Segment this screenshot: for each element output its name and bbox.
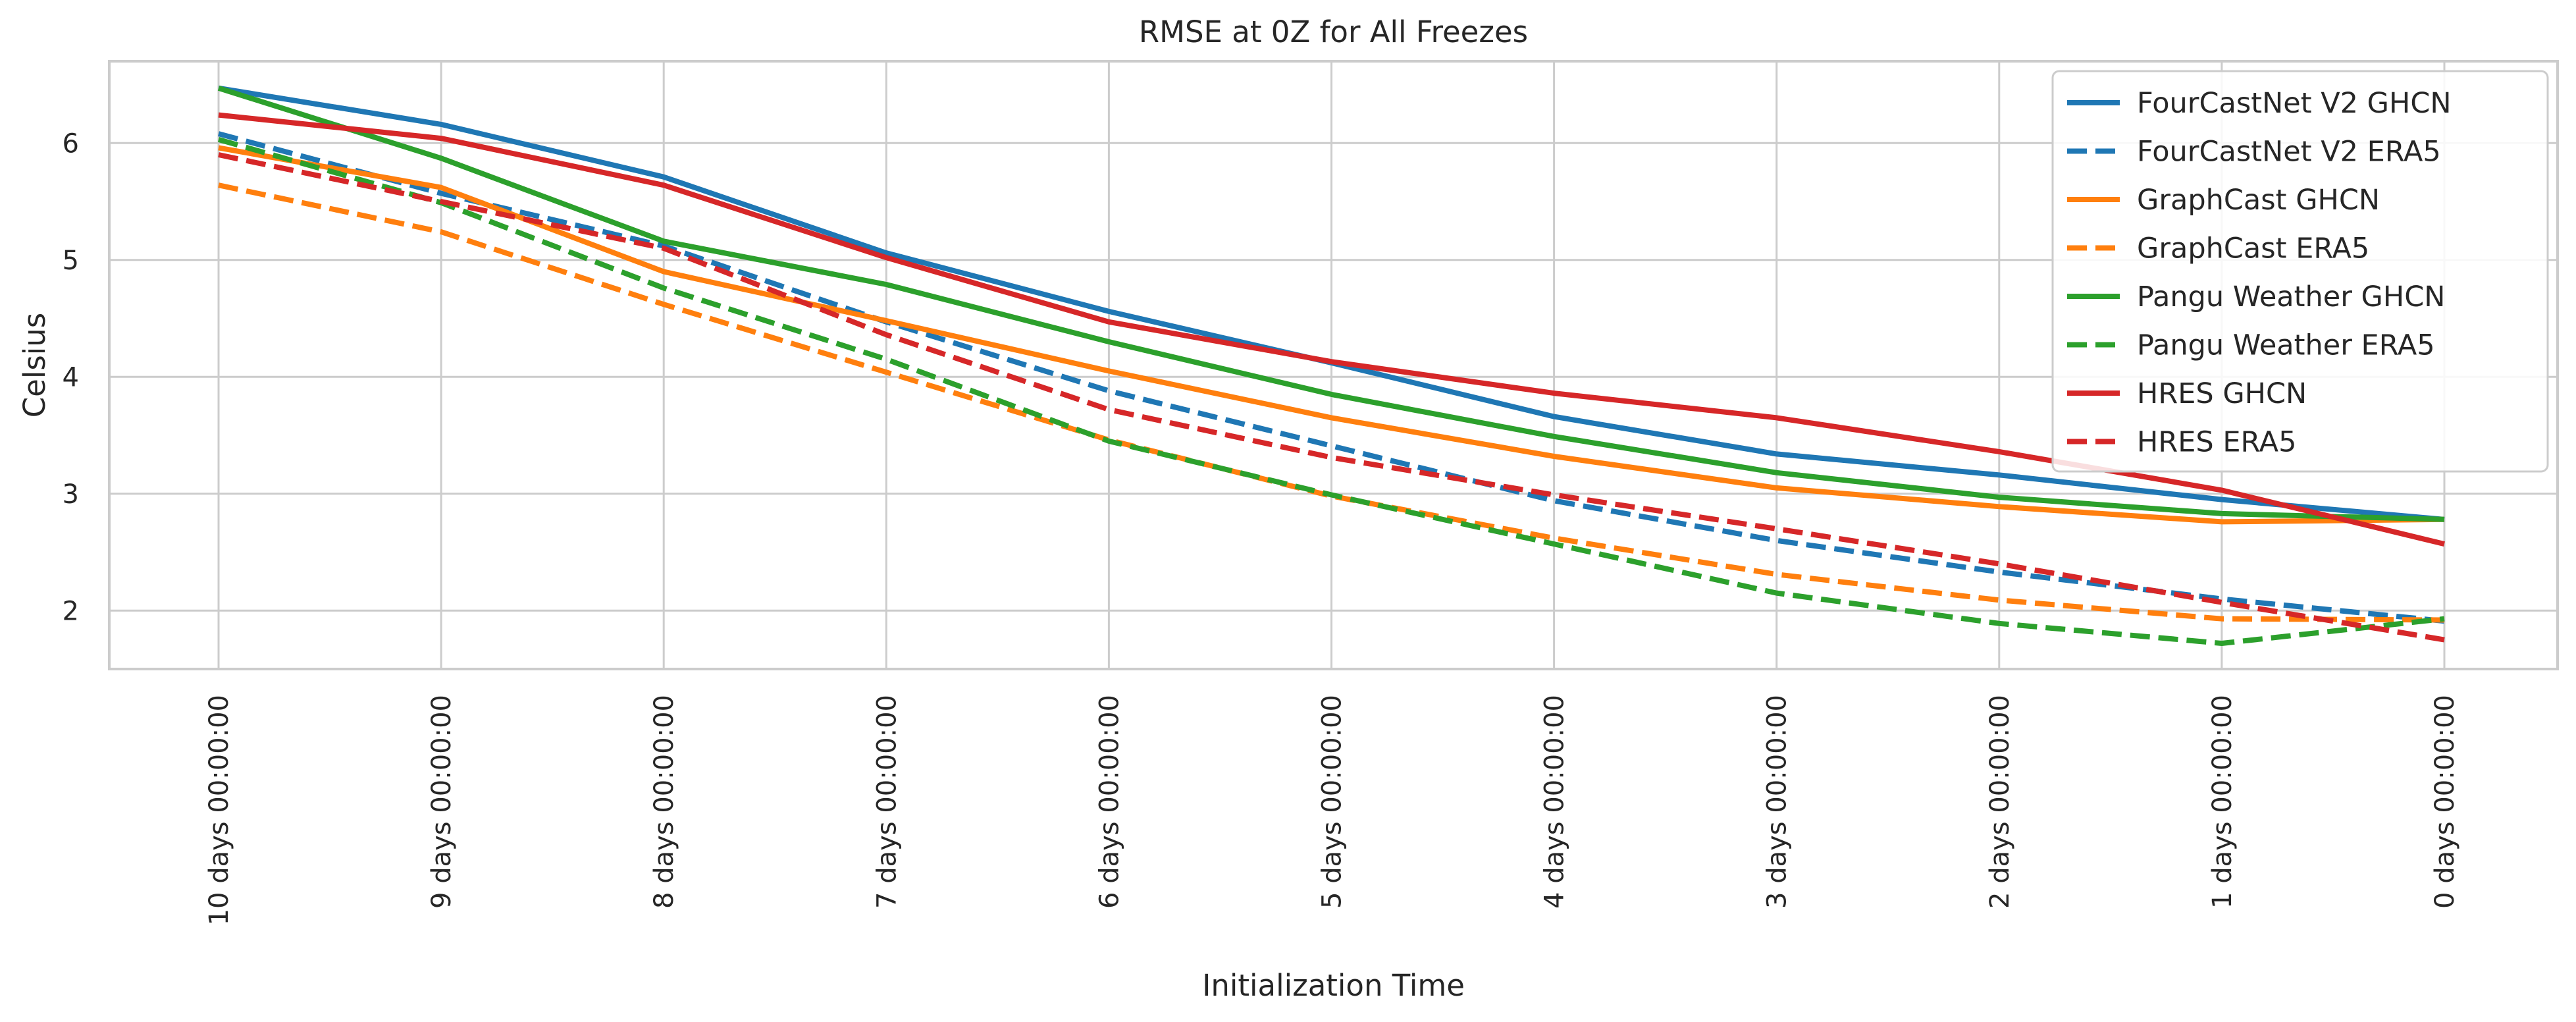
legend-label: GraphCast GHCN bbox=[2137, 184, 2380, 217]
x-tick-label: 4 days 00:00:00 bbox=[1540, 695, 1570, 909]
legend: FourCastNet V2 GHCN FourCastNet V2 ERA5 Gr… bbox=[2051, 70, 2549, 473]
legend-label: FourCastNet V2 GHCN bbox=[2137, 87, 2452, 120]
y-tick-label: 4 bbox=[63, 362, 79, 392]
series-line bbox=[217, 131, 2445, 624]
x-tick-label: 2 days 00:00:00 bbox=[1985, 695, 2015, 909]
legend-label: FourCastNet V2 ERA5 bbox=[2137, 136, 2441, 169]
x-tick-label: 1 days 00:00:00 bbox=[2207, 695, 2238, 909]
x-tick-label: 10 days 00:00:00 bbox=[204, 695, 234, 925]
y-axis-label: Celsius bbox=[17, 313, 52, 418]
legend-label: HRES ERA5 bbox=[2137, 426, 2296, 459]
series-line bbox=[217, 85, 2445, 522]
y-tick-label: 3 bbox=[63, 479, 79, 510]
y-tick-label: 6 bbox=[63, 128, 79, 159]
legend-label: Pangu Weather GHCN bbox=[2137, 281, 2445, 313]
y-tick-label: 2 bbox=[63, 596, 79, 626]
series-line bbox=[217, 137, 2445, 646]
y-tick-label: 5 bbox=[63, 246, 79, 276]
legend-label: Pangu Weather ERA5 bbox=[2137, 329, 2435, 362]
x-tick-label: 3 days 00:00:00 bbox=[1762, 695, 1793, 909]
legend-label: GraphCast ERA5 bbox=[2137, 232, 2369, 265]
legend-box bbox=[2051, 70, 2549, 473]
legend-label: HRES GHCN bbox=[2137, 377, 2307, 410]
x-tick-label: 9 days 00:00:00 bbox=[427, 695, 457, 909]
x-tick-label: 8 days 00:00:00 bbox=[649, 695, 679, 909]
series-line bbox=[218, 152, 2445, 643]
series-line bbox=[218, 145, 2445, 525]
chart-title: RMSE at 0Z for All Freezes bbox=[1139, 14, 1528, 49]
x-tick-label: 5 days 00:00:00 bbox=[1317, 695, 1348, 909]
plot-frame bbox=[108, 60, 2559, 670]
x-tick-label: 6 days 00:00:00 bbox=[1094, 695, 1124, 909]
x-tick-label: 7 days 00:00:00 bbox=[872, 695, 902, 909]
tick-labels: 2 3 4 5 6 10 days 00:00:00 9 days 00:00:00 8 da… bbox=[63, 128, 2460, 925]
x-axis-label: Initialization Time bbox=[1202, 968, 1465, 1003]
x-tick-label: 0 days 00:00:00 bbox=[2430, 695, 2460, 909]
series-line bbox=[218, 182, 2445, 623]
